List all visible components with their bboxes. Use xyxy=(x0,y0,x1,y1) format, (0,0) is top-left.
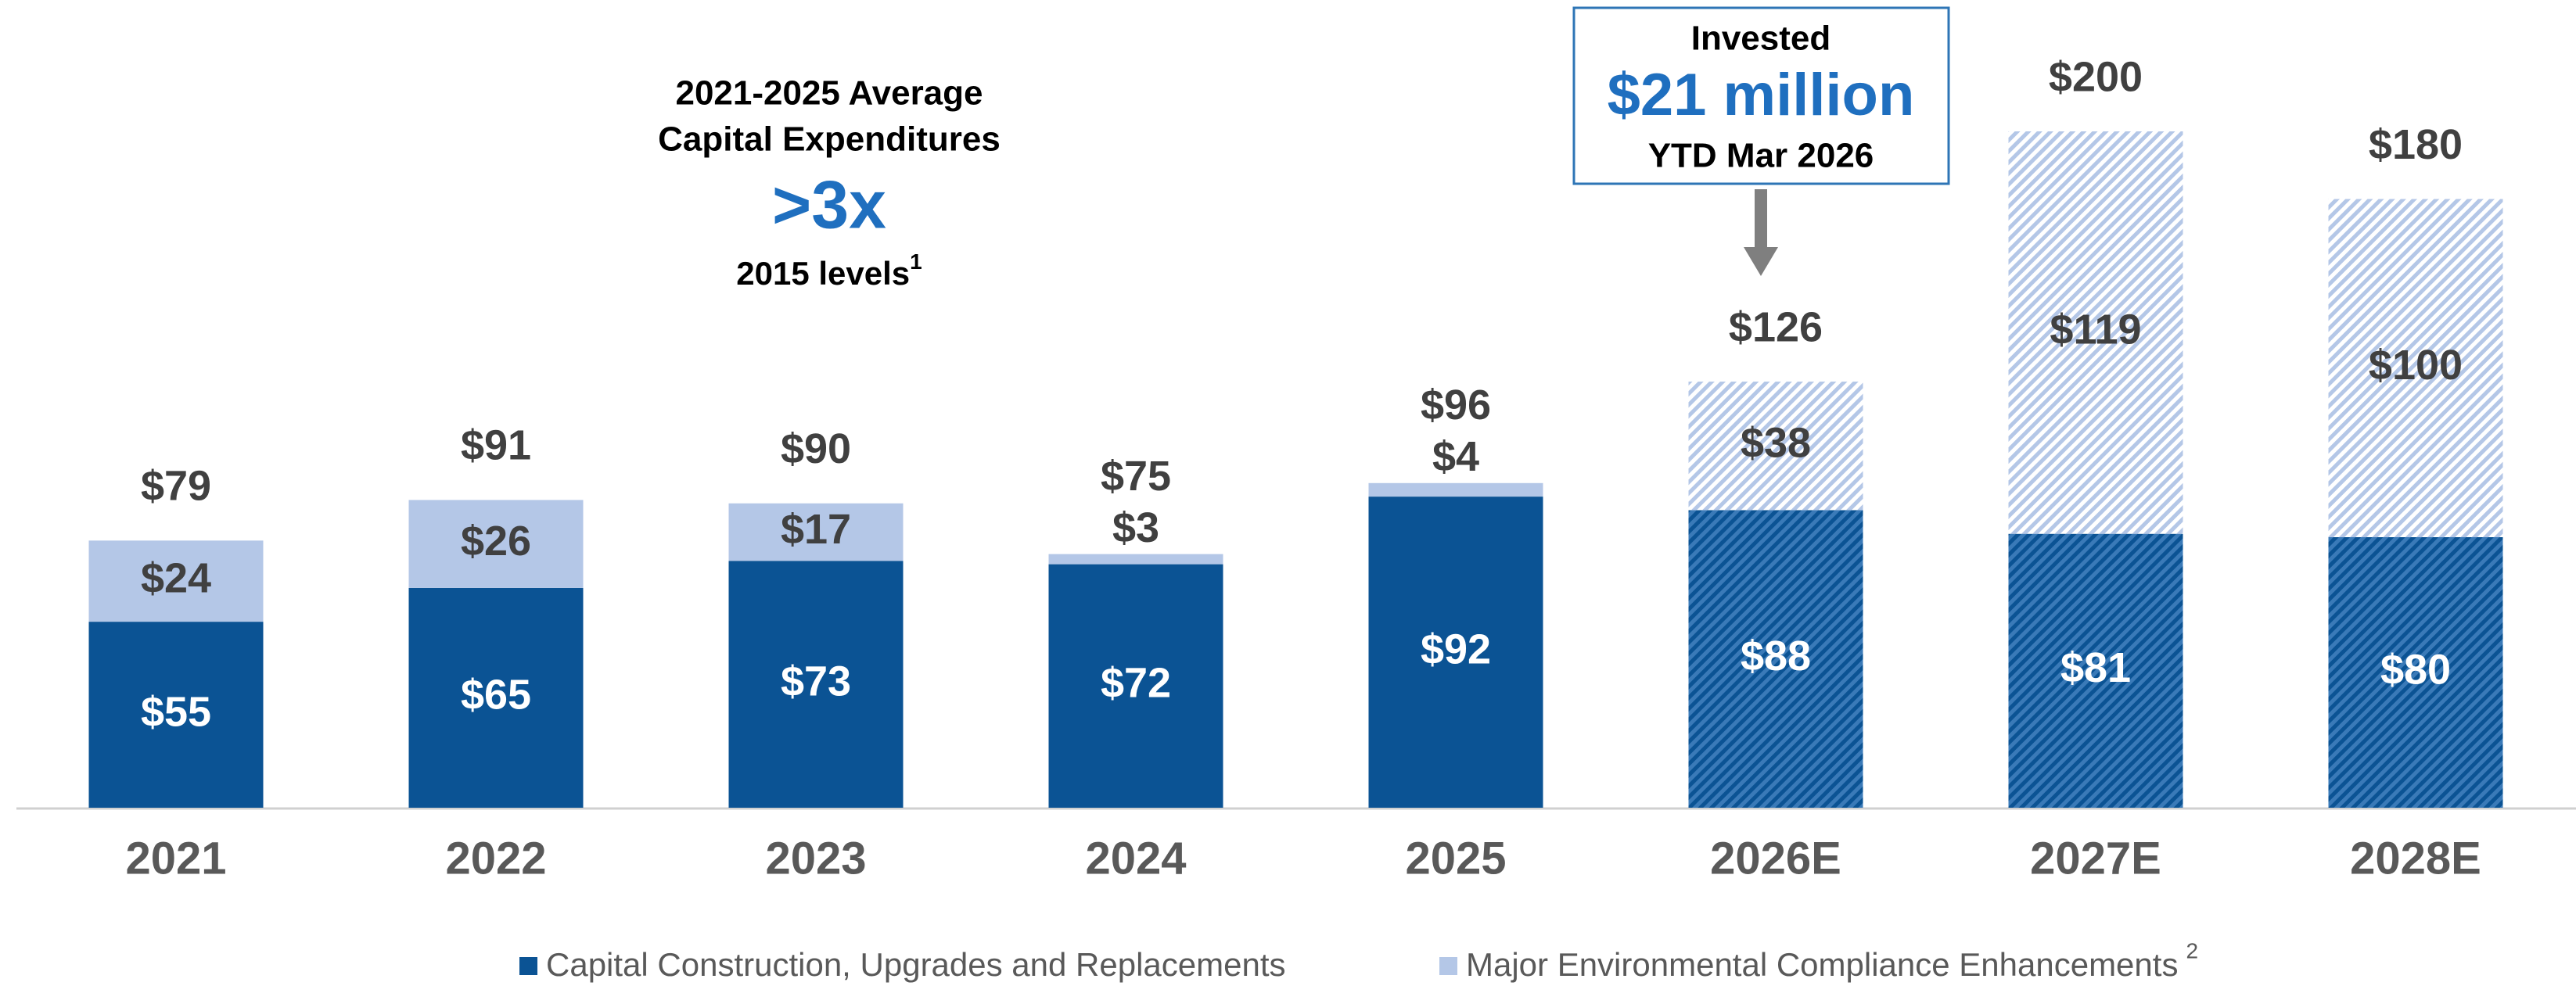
value-label: $80 xyxy=(2380,646,2451,693)
bar-segment xyxy=(408,587,584,808)
bar-segment xyxy=(1688,510,1863,808)
bar-segment xyxy=(728,503,904,561)
callout-line: 2021-2025 Average xyxy=(675,74,983,113)
total-label: $126 xyxy=(1729,303,1823,350)
invested-bottom: YTD Mar 2026 xyxy=(1648,137,1874,175)
invested-top: Invested xyxy=(1691,20,1831,58)
callout-note-text: 2015 levels xyxy=(736,255,910,292)
total-label: $75 xyxy=(1101,453,1171,500)
bar-segment xyxy=(88,540,264,622)
legend-label: Capital Construction, Upgrades and Repla… xyxy=(546,946,1286,983)
bar-segment xyxy=(1688,382,1863,511)
x-tick-label: 2022 xyxy=(445,833,546,884)
bar-segment xyxy=(2008,533,2183,808)
value-label: $26 xyxy=(461,518,531,565)
bar-segment xyxy=(2328,537,2503,808)
bar-segment xyxy=(1048,564,1223,808)
value-label: $88 xyxy=(1741,633,1811,679)
invested-box xyxy=(1572,6,1950,185)
bar-segment xyxy=(2328,199,2503,537)
x-tick-label: 2026E xyxy=(1710,833,1841,884)
value-label: $24 xyxy=(141,554,211,601)
callout-line: Capital Expenditures xyxy=(658,120,1001,159)
value-label: $81 xyxy=(2060,644,2131,691)
bar-segment xyxy=(88,622,264,808)
value-label: $3 xyxy=(1112,504,1159,551)
value-label: $100 xyxy=(2369,342,2463,389)
value-label: $119 xyxy=(2050,307,2141,353)
bar-segment xyxy=(1368,482,1543,497)
invested-highlight: $21 million xyxy=(1608,62,1915,128)
bar-segment xyxy=(2008,131,2183,534)
value-label: $65 xyxy=(461,672,531,719)
x-tick-label: 2023 xyxy=(765,833,866,884)
callout-highlight: >3x xyxy=(772,168,886,243)
x-tick-label: 2025 xyxy=(1405,833,1506,884)
value-label: $72 xyxy=(1101,660,1171,707)
total-label: $90 xyxy=(781,425,851,472)
value-label: $55 xyxy=(141,688,211,735)
value-label: $73 xyxy=(781,658,851,705)
legend-swatch xyxy=(519,957,537,975)
bar-segment xyxy=(1048,554,1223,565)
callout-note: 2015 levels1 xyxy=(736,249,922,292)
bar-segment xyxy=(1368,497,1543,808)
x-tick-label: 2024 xyxy=(1085,833,1186,884)
legend-swatch xyxy=(1439,957,1457,975)
total-label: $180 xyxy=(2369,121,2463,168)
value-label: $17 xyxy=(781,506,851,553)
legend-footnote: 2 xyxy=(2186,938,2198,963)
total-label: $79 xyxy=(141,463,211,510)
value-label: $92 xyxy=(1421,626,1491,672)
total-label: $200 xyxy=(2049,53,2143,100)
value-label: $4 xyxy=(1432,433,1479,480)
x-tick-label: 2021 xyxy=(125,833,226,884)
value-label: $38 xyxy=(1741,419,1811,466)
arrow-head xyxy=(1744,247,1778,276)
legend-label: Major Environmental Compliance Enhanceme… xyxy=(1466,946,2178,983)
x-tick-label: 2027E xyxy=(2030,833,2161,884)
footnote-ref: 1 xyxy=(910,249,922,274)
total-label: $91 xyxy=(461,422,531,469)
total-label: $96 xyxy=(1421,382,1491,428)
x-tick-label: 2028E xyxy=(2350,833,2481,884)
bar-segment xyxy=(728,561,904,808)
bar-segment xyxy=(408,500,584,588)
arrow-shaft xyxy=(1755,189,1767,249)
